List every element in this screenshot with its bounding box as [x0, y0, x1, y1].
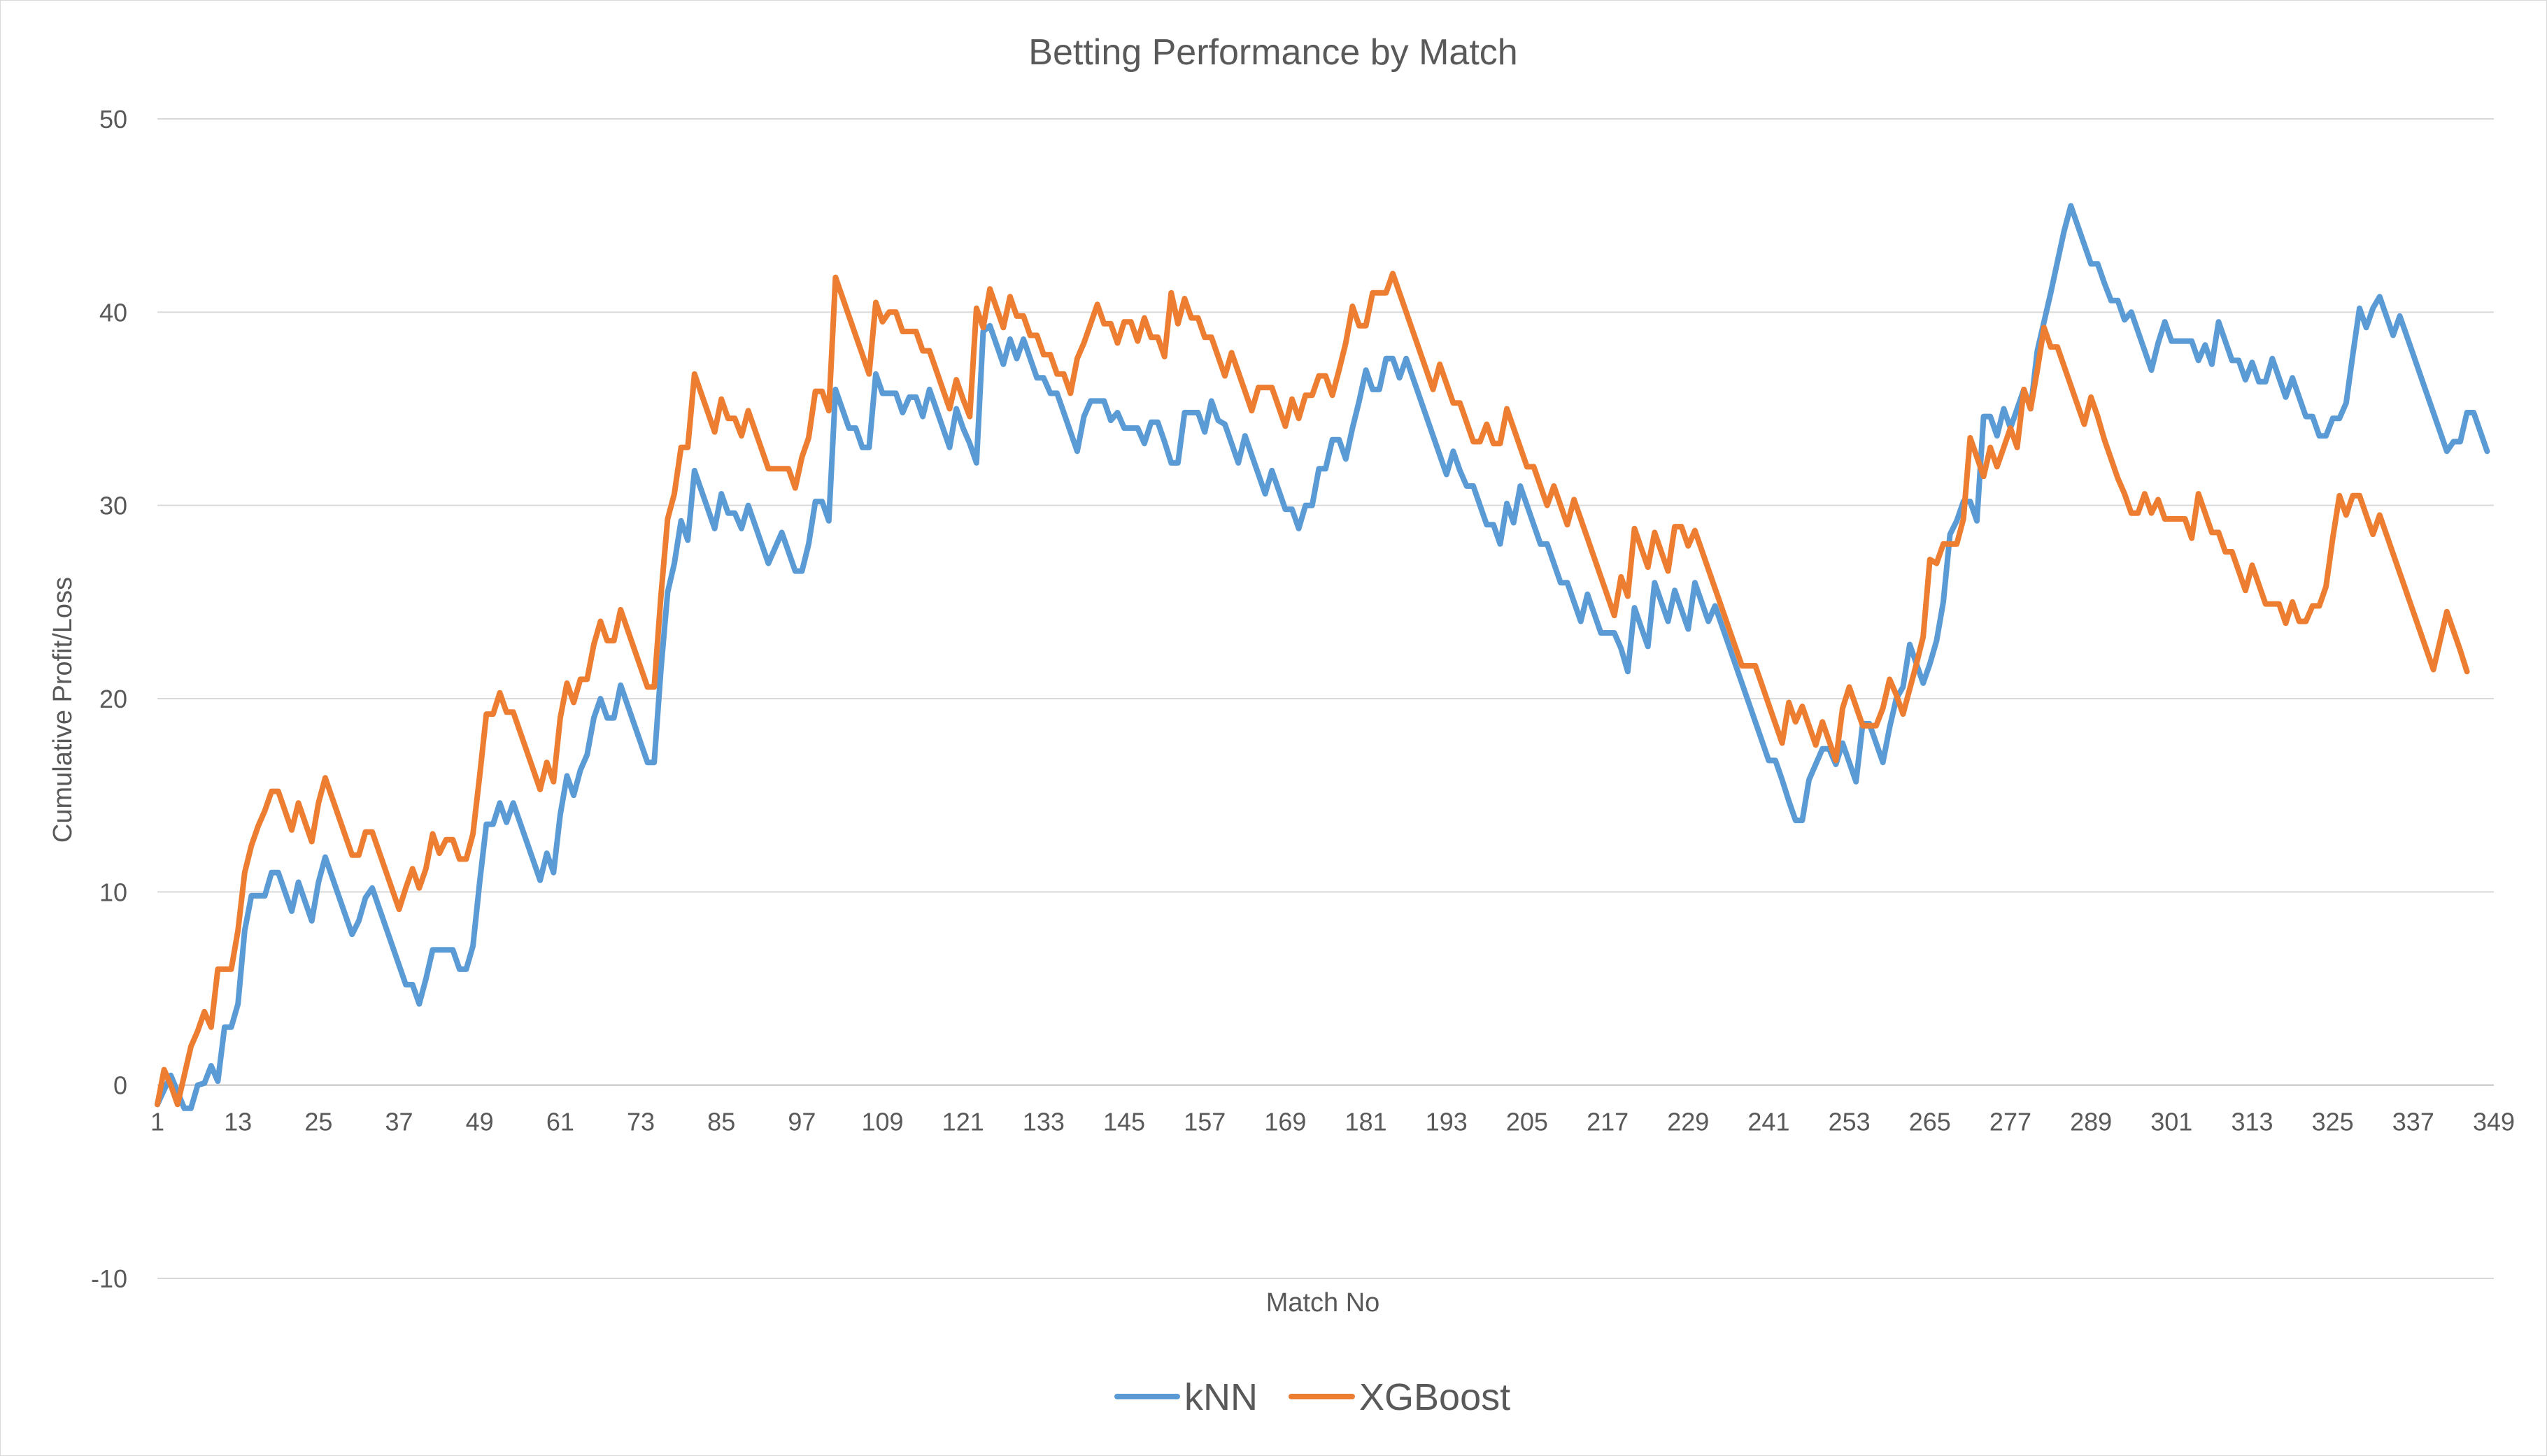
- x-tick-label: 349: [2473, 1108, 2515, 1136]
- x-tick-label: 157: [1184, 1108, 1226, 1136]
- x-tick-label: 241: [1747, 1108, 1789, 1136]
- legend-label-xgboost: XGBoost: [1359, 1376, 1510, 1418]
- y-tick-label: 0: [113, 1071, 127, 1100]
- legend: kNN XGBoost: [1114, 1376, 1510, 1418]
- y-tick-label: 30: [99, 492, 127, 520]
- x-tick-label: 301: [2150, 1108, 2192, 1136]
- x-tick-label: 73: [627, 1108, 655, 1136]
- x-tick-label: 325: [2312, 1108, 2354, 1136]
- gridlines: [157, 118, 2494, 1279]
- x-tick-label: 49: [466, 1108, 494, 1136]
- x-tick-label: 193: [1426, 1108, 1468, 1136]
- x-tick-label: 205: [1506, 1108, 1548, 1136]
- x-tick-label: 121: [942, 1108, 984, 1136]
- legend-label-knn: kNN: [1184, 1376, 1258, 1418]
- x-tick-label: 13: [224, 1108, 252, 1136]
- x-tick-label: 133: [1023, 1108, 1065, 1136]
- x-tick-label: 85: [707, 1108, 735, 1136]
- x-tick-label: 337: [2392, 1108, 2434, 1136]
- x-tick-label: 61: [546, 1108, 574, 1136]
- legend-item-knn: kNN: [1114, 1376, 1258, 1418]
- x-tick-label: 109: [862, 1108, 904, 1136]
- y-axis-title: Cumulative Profit/Loss: [48, 577, 78, 843]
- x-axis-tick-labels: 1 13 25 37 49 61 73 85 97 109 121 133 145 157 169 181 19…: [150, 1108, 2515, 1136]
- x-tick-label: 169: [1264, 1108, 1306, 1136]
- x-tick-label: 97: [788, 1108, 816, 1136]
- x-tick-label: 1: [150, 1108, 164, 1136]
- y-tick-label: 10: [99, 878, 127, 906]
- y-tick-label: 20: [99, 685, 127, 713]
- x-tick-label: 145: [1103, 1108, 1145, 1136]
- x-axis-title: Match No: [1266, 1288, 1380, 1318]
- x-tick-label: 229: [1667, 1108, 1709, 1136]
- series-line-xgboost: [155, 271, 2470, 1108]
- x-tick-label: 181: [1345, 1108, 1387, 1136]
- x-tick-label: 37: [385, 1108, 413, 1136]
- y-tick-label: 40: [99, 298, 127, 327]
- x-tick-label: 313: [2231, 1108, 2273, 1136]
- legend-item-xgboost: XGBoost: [1289, 1376, 1510, 1418]
- x-tick-label: 265: [1909, 1108, 1951, 1136]
- y-tick-label: 50: [99, 105, 127, 134]
- series-lines: [155, 203, 2490, 1111]
- x-tick-label: 253: [1829, 1108, 1871, 1136]
- x-tick-label: 25: [304, 1108, 332, 1136]
- x-tick-label: 277: [1989, 1108, 2031, 1136]
- y-axis-tick-labels: -10 0 10 20 30 40 50: [91, 105, 127, 1293]
- x-tick-label: 217: [1587, 1108, 1629, 1136]
- x-tick-label: 289: [2070, 1108, 2112, 1136]
- series-line-knn: [155, 203, 2490, 1111]
- y-tick-label: -10: [91, 1264, 127, 1293]
- chart-title: Betting Performance by Match: [1028, 32, 1517, 73]
